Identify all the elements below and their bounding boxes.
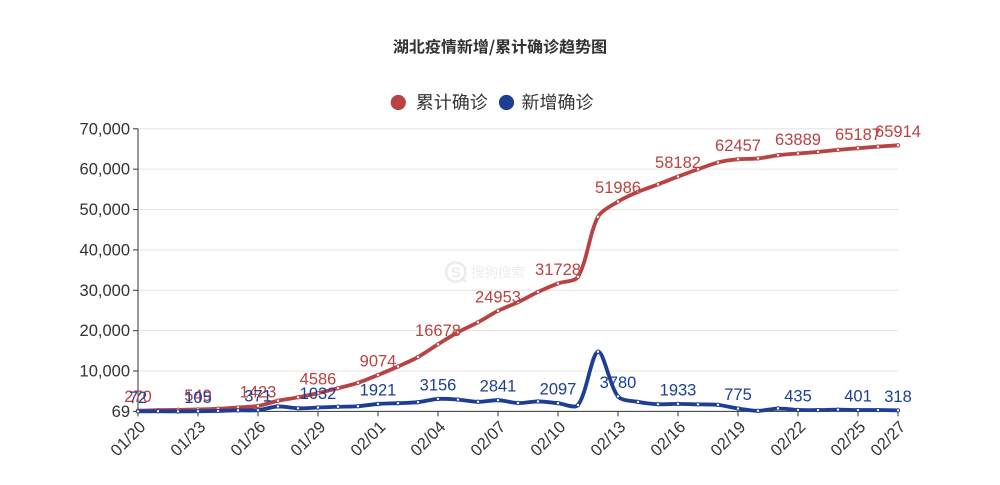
svg-text:435: 435 xyxy=(784,387,812,405)
svg-text:1032: 1032 xyxy=(300,385,337,403)
svg-text:9074: 9074 xyxy=(360,353,397,371)
svg-text:3780: 3780 xyxy=(600,374,637,392)
svg-text:40,000: 40,000 xyxy=(80,241,130,259)
svg-text:1921: 1921 xyxy=(360,381,397,399)
svg-text:65187: 65187 xyxy=(835,126,881,144)
svg-text:318: 318 xyxy=(884,388,912,406)
svg-text:20,000: 20,000 xyxy=(80,322,130,340)
svg-text:401: 401 xyxy=(844,388,872,406)
svg-text:1933: 1933 xyxy=(660,381,697,399)
svg-text:65914: 65914 xyxy=(875,123,921,141)
svg-text:2841: 2841 xyxy=(480,378,517,396)
svg-text:58182: 58182 xyxy=(655,154,701,172)
svg-text:70,000: 70,000 xyxy=(80,120,130,138)
svg-text:51986: 51986 xyxy=(595,179,641,197)
svg-text:1423: 1423 xyxy=(240,383,277,401)
svg-text:2097: 2097 xyxy=(540,381,577,399)
svg-text:3156: 3156 xyxy=(420,376,457,394)
svg-text:549: 549 xyxy=(184,387,212,405)
svg-text:10,000: 10,000 xyxy=(80,363,130,381)
svg-text:16678: 16678 xyxy=(415,322,461,340)
svg-text:4586: 4586 xyxy=(300,371,337,389)
svg-text:S: S xyxy=(451,265,461,282)
svg-text:371: 371 xyxy=(244,388,272,406)
svg-text:72: 72 xyxy=(129,389,147,407)
svg-text:775: 775 xyxy=(724,386,752,404)
svg-text:30,000: 30,000 xyxy=(80,282,130,300)
svg-text:24953: 24953 xyxy=(475,288,521,306)
svg-text:270: 270 xyxy=(124,388,152,406)
svg-text:62457: 62457 xyxy=(715,137,761,155)
svg-text:105: 105 xyxy=(184,389,212,407)
svg-text:60,000: 60,000 xyxy=(80,161,130,179)
svg-text:69: 69 xyxy=(112,403,130,421)
svg-text:63889: 63889 xyxy=(775,131,821,149)
svg-text:50,000: 50,000 xyxy=(80,201,130,219)
svg-text:31728: 31728 xyxy=(535,261,581,279)
